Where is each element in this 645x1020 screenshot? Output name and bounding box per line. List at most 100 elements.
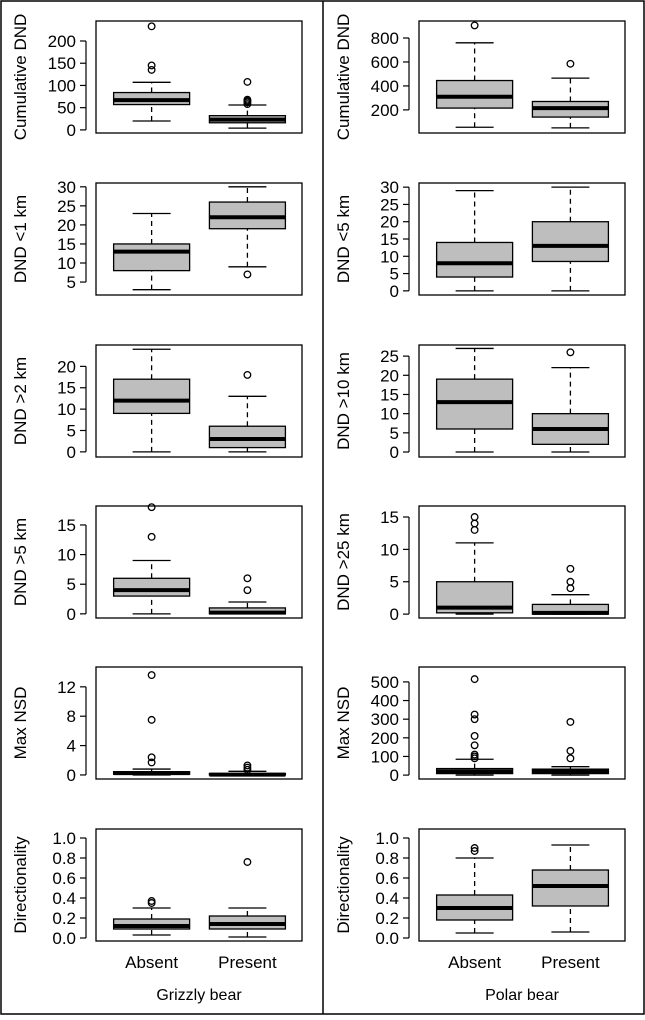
panel: 0.00.20.40.60.81.0 Directionality Absent Pr… — [334, 828, 626, 1004]
y-tick-label: 8 — [67, 707, 76, 726]
y-tick-label: 5 — [390, 573, 399, 592]
y-tick-label: 15 — [57, 379, 76, 398]
y-tick-label: 0 — [390, 605, 399, 624]
plot-frame — [95, 20, 303, 134]
y-tick-label: 200 — [371, 729, 399, 748]
plot-frame — [418, 182, 626, 296]
outlier-point — [147, 758, 156, 767]
group-label: Polar bear — [485, 987, 559, 1004]
box-absent — [435, 844, 514, 934]
outlier-point — [147, 715, 156, 724]
outlier-point — [470, 513, 479, 521]
outlier-point — [243, 370, 252, 379]
outlier-point — [243, 95, 252, 104]
iqr-box — [112, 378, 191, 415]
outlier-point — [147, 532, 156, 541]
plot-frame — [95, 344, 303, 458]
plot-frame — [418, 666, 626, 780]
plot-frame — [418, 20, 626, 134]
box-present — [531, 186, 610, 292]
y-axis-label: DND >2 km — [11, 357, 30, 445]
y-tick-label: 5 — [67, 421, 76, 440]
y-tick-label: 150 — [48, 54, 76, 73]
outlier-point — [470, 710, 479, 719]
y-tick-label: 10 — [380, 540, 399, 559]
y-tick-label: 0 — [67, 121, 76, 140]
outlier-point — [147, 65, 156, 74]
plot-frame — [95, 505, 303, 619]
y-tick-label: 5 — [67, 575, 76, 594]
box-absent — [435, 189, 514, 292]
y-tick-label: 0.4 — [52, 889, 76, 908]
y-axis-label: DND >10 km — [334, 352, 353, 450]
plot-frame — [418, 828, 626, 942]
y-tick-label: 600 — [371, 53, 399, 72]
outlier-point — [243, 574, 252, 583]
y-axis-label: Cumulative DND — [11, 14, 30, 141]
y-axis-label: DND >25 km — [334, 513, 353, 611]
y-tick-label: 15 — [380, 385, 399, 404]
outlier-point — [566, 577, 575, 586]
box-absent — [112, 897, 191, 936]
y-tick-label: 800 — [371, 29, 399, 48]
outlier-point — [147, 897, 156, 905]
outlier-point — [470, 844, 479, 852]
box-absent — [112, 212, 191, 291]
y-tick-label: 0.2 — [375, 909, 399, 928]
box-absent — [435, 347, 514, 453]
y-tick-label: 200 — [48, 32, 76, 51]
y-tick-label: 15 — [380, 230, 399, 249]
x-tick-label: Absent — [448, 953, 501, 972]
y-axis-label: DND <5 km — [334, 195, 353, 283]
y-tick-label: 30 — [57, 178, 76, 197]
box-present — [208, 574, 287, 615]
outlier-point — [470, 732, 479, 740]
y-tick-label: 400 — [371, 77, 399, 96]
outlier-point — [470, 715, 479, 724]
box-present — [531, 564, 610, 615]
panel: 0.00.20.40.60.81.0 Directionality Absent Pr… — [11, 828, 303, 1004]
outlier-point — [243, 586, 252, 595]
outlier-point — [243, 761, 252, 770]
plot-frame — [95, 666, 303, 780]
y-tick-label: 30 — [380, 178, 399, 197]
y-tick-label: 0.8 — [375, 849, 399, 868]
y-tick-label: 0 — [390, 766, 399, 785]
box-present — [208, 761, 287, 777]
y-tick-label: 15 — [57, 516, 76, 535]
panel: 0 5 10 15 DND >5 km — [11, 503, 303, 624]
y-tick-label: 1.0 — [52, 829, 76, 848]
y-tick-label: 0 — [67, 766, 76, 785]
box-absent — [112, 22, 191, 122]
box-present — [208, 370, 287, 453]
y-tick-label: 500 — [371, 673, 399, 692]
box-present — [531, 844, 610, 933]
y-tick-label: 5 — [390, 265, 399, 284]
y-tick-label: 300 — [371, 710, 399, 729]
box-absent — [112, 671, 191, 776]
outlier-point — [147, 22, 156, 31]
y-tick-label: 25 — [380, 195, 399, 214]
y-tick-label: 100 — [48, 76, 76, 95]
y-tick-label: 5 — [67, 273, 76, 292]
y-axis-label: Cumulative DND — [334, 14, 353, 141]
y-tick-label: 20 — [380, 366, 399, 385]
outlier-point — [566, 746, 575, 755]
y-tick-label: 50 — [57, 99, 76, 118]
group-label: Grizzly bear — [156, 987, 242, 1004]
iqr-box — [112, 243, 191, 272]
outlier-point — [243, 763, 252, 772]
y-tick-label: 12 — [57, 678, 76, 697]
iqr-box — [435, 79, 514, 109]
y-tick-label: 10 — [57, 400, 76, 419]
y-tick-label: 5 — [390, 424, 399, 443]
y-tick-label: 0 — [390, 443, 399, 462]
panel: 0 4 8 12 Max NSD — [11, 666, 303, 785]
outlier-point — [566, 754, 575, 763]
plot-frame — [95, 182, 303, 296]
plot-frame — [418, 505, 626, 619]
